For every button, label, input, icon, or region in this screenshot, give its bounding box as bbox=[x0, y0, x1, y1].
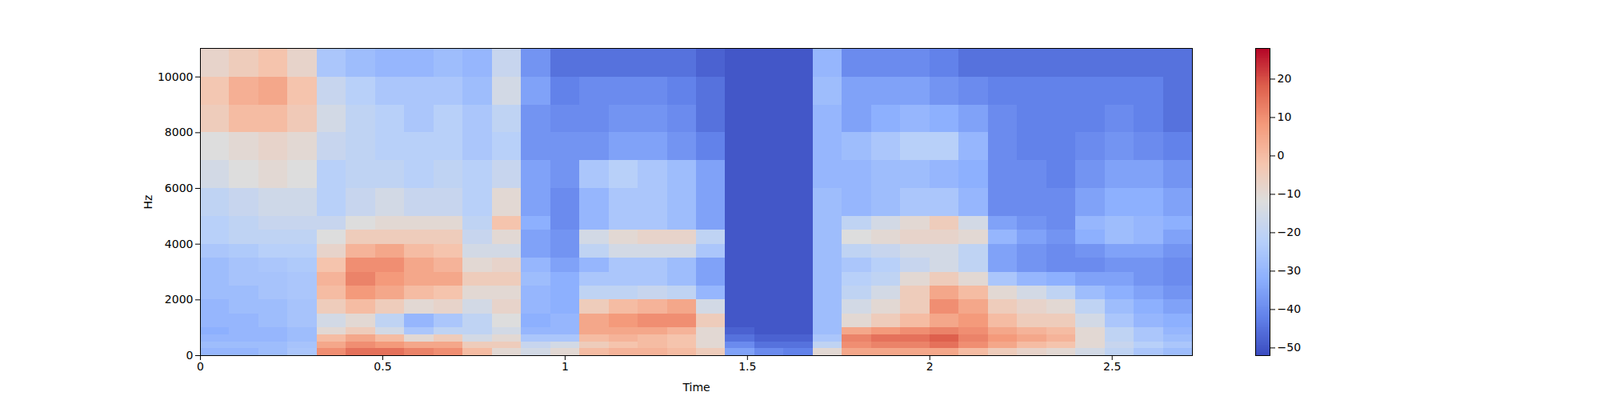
svg-text:10000: 10000 bbox=[157, 70, 194, 84]
svg-text:−40: −40 bbox=[1277, 302, 1302, 316]
svg-text:−10: −10 bbox=[1277, 187, 1302, 200]
svg-text:−20: −20 bbox=[1277, 225, 1302, 239]
svg-text:−50: −50 bbox=[1277, 340, 1302, 354]
svg-text:4000: 4000 bbox=[164, 237, 194, 251]
svg-text:Hz: Hz bbox=[141, 195, 155, 210]
svg-text:10: 10 bbox=[1277, 110, 1292, 124]
svg-text:Time: Time bbox=[681, 380, 710, 394]
svg-text:−30: −30 bbox=[1277, 264, 1302, 277]
svg-text:8000: 8000 bbox=[164, 125, 194, 139]
svg-text:0: 0 bbox=[196, 360, 204, 373]
svg-text:0: 0 bbox=[186, 348, 194, 362]
svg-text:2: 2 bbox=[926, 360, 934, 373]
svg-text:2.5: 2.5 bbox=[1103, 360, 1121, 373]
svg-text:1: 1 bbox=[561, 360, 569, 373]
svg-text:0: 0 bbox=[1277, 148, 1285, 162]
svg-text:1.5: 1.5 bbox=[738, 360, 756, 373]
svg-text:0.5: 0.5 bbox=[373, 360, 392, 373]
svg-text:6000: 6000 bbox=[164, 181, 194, 195]
svg-text:20: 20 bbox=[1277, 72, 1292, 85]
svg-text:2000: 2000 bbox=[164, 292, 194, 306]
